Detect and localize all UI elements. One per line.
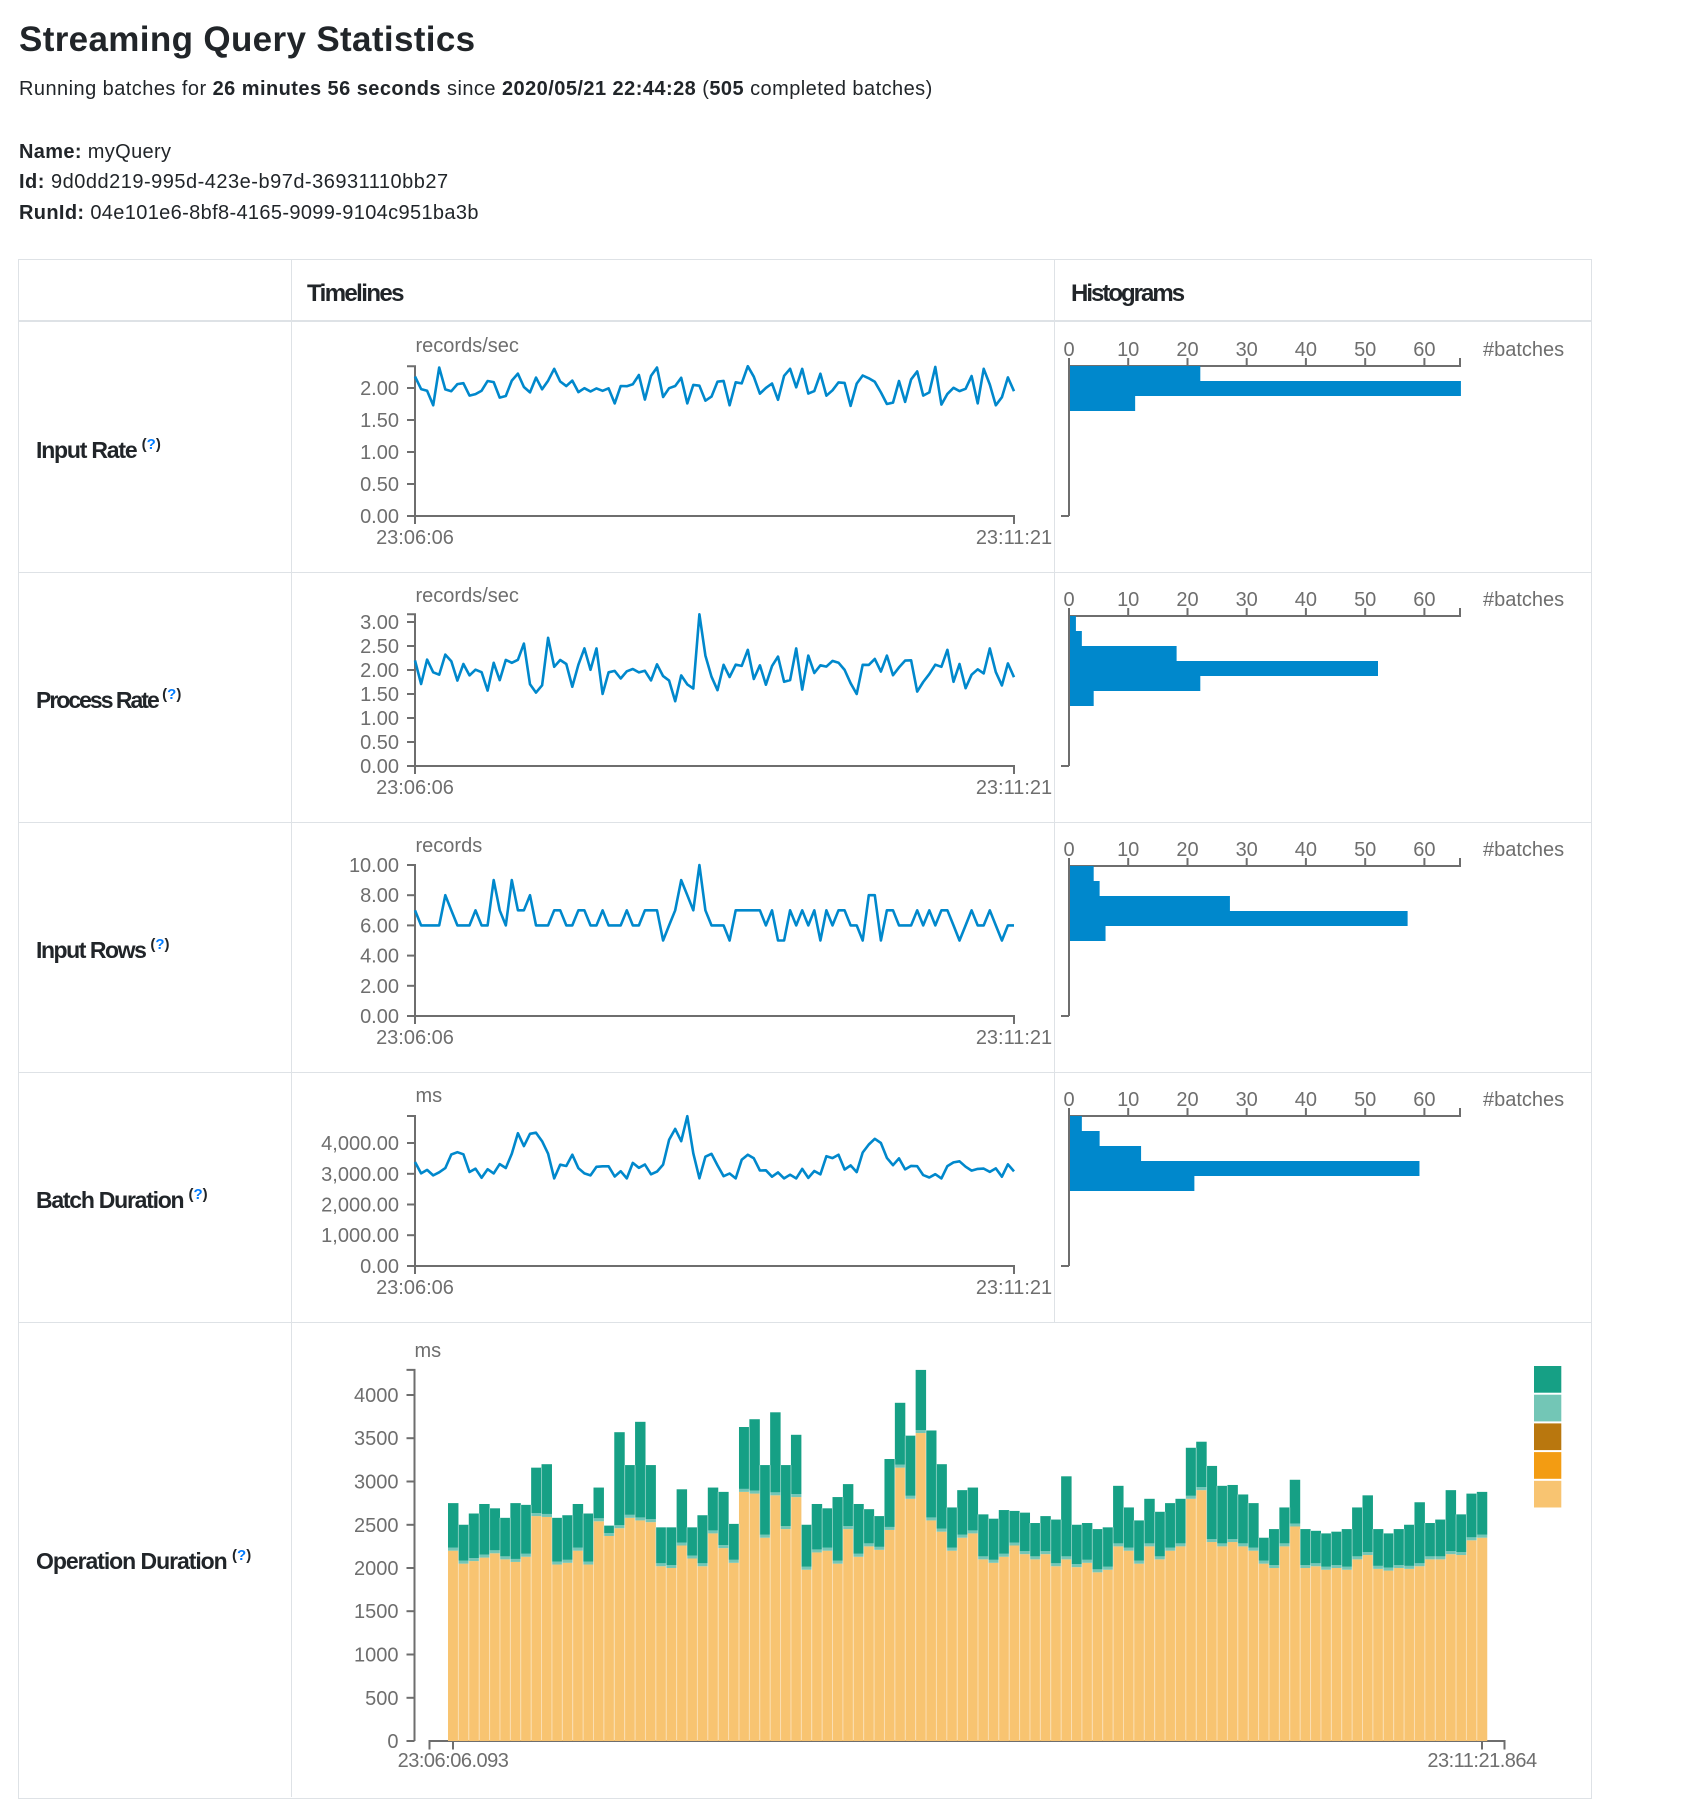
svg-text:ms: ms xyxy=(415,1340,442,1362)
svg-text:0.00: 0.00 xyxy=(360,1256,399,1278)
svg-text:23:06:06: 23:06:06 xyxy=(376,527,454,549)
svg-text:1.50: 1.50 xyxy=(360,684,399,706)
svg-text:0.00: 0.00 xyxy=(360,506,399,528)
svg-text:60: 60 xyxy=(1413,839,1435,861)
svg-text:6.00: 6.00 xyxy=(360,915,399,937)
svg-text:3.00: 3.00 xyxy=(360,612,399,634)
svg-text:0: 0 xyxy=(1063,1089,1074,1111)
svg-text:4.00: 4.00 xyxy=(360,946,399,968)
svg-text:2500: 2500 xyxy=(354,1515,399,1537)
svg-text:23:11:21: 23:11:21 xyxy=(976,527,1052,549)
svg-text:8.00: 8.00 xyxy=(360,885,399,907)
svg-text:0: 0 xyxy=(1063,839,1074,861)
svg-text:60: 60 xyxy=(1413,589,1435,611)
svg-text:20: 20 xyxy=(1176,839,1198,861)
svg-text:3500: 3500 xyxy=(354,1428,399,1450)
svg-text:4000: 4000 xyxy=(354,1385,399,1407)
svg-text:2.00: 2.00 xyxy=(360,378,399,400)
svg-text:0.50: 0.50 xyxy=(360,474,399,496)
svg-text:0.00: 0.00 xyxy=(360,1006,399,1028)
svg-text:30: 30 xyxy=(1236,1089,1258,1111)
svg-text:40: 40 xyxy=(1295,1089,1317,1111)
svg-text:#batches: #batches xyxy=(1483,839,1564,861)
svg-text:2,000.00: 2,000.00 xyxy=(321,1195,399,1217)
svg-text:500: 500 xyxy=(365,1688,398,1710)
svg-text:records: records xyxy=(416,835,483,857)
svg-text:#batches: #batches xyxy=(1483,589,1564,611)
svg-text:30: 30 xyxy=(1236,339,1258,361)
svg-text:10.00: 10.00 xyxy=(349,855,399,877)
svg-text:23:11:21: 23:11:21 xyxy=(976,1027,1052,1049)
svg-text:40: 40 xyxy=(1295,839,1317,861)
svg-text:10: 10 xyxy=(1117,339,1139,361)
svg-text:10: 10 xyxy=(1117,1089,1139,1111)
svg-text:0: 0 xyxy=(387,1731,398,1753)
svg-text:2.00: 2.00 xyxy=(360,660,399,682)
svg-text:50: 50 xyxy=(1354,839,1376,861)
svg-text:23:06:06: 23:06:06 xyxy=(376,777,454,799)
svg-text:60: 60 xyxy=(1413,339,1435,361)
svg-text:1.00: 1.00 xyxy=(360,708,399,730)
svg-text:2000: 2000 xyxy=(354,1558,399,1580)
svg-text:50: 50 xyxy=(1354,589,1376,611)
svg-text:1.50: 1.50 xyxy=(360,410,399,432)
svg-text:0: 0 xyxy=(1063,589,1074,611)
svg-text:4,000.00: 4,000.00 xyxy=(321,1133,399,1155)
svg-text:#batches: #batches xyxy=(1483,1089,1564,1111)
svg-text:60: 60 xyxy=(1413,1089,1435,1111)
svg-text:2.00: 2.00 xyxy=(360,976,399,998)
svg-text:3000: 3000 xyxy=(354,1472,399,1494)
svg-text:#batches: #batches xyxy=(1483,339,1564,361)
svg-text:40: 40 xyxy=(1295,339,1317,361)
svg-text:1500: 1500 xyxy=(354,1601,399,1623)
svg-text:ms: ms xyxy=(416,1085,443,1107)
svg-text:records/sec: records/sec xyxy=(416,585,519,607)
svg-text:23:11:21.864: 23:11:21.864 xyxy=(1427,1750,1537,1772)
svg-text:23:06:06: 23:06:06 xyxy=(376,1277,454,1299)
svg-text:23:11:21: 23:11:21 xyxy=(976,777,1052,799)
svg-text:23:06:06.093: 23:06:06.093 xyxy=(398,1750,509,1772)
svg-text:40: 40 xyxy=(1295,589,1317,611)
svg-text:10: 10 xyxy=(1117,589,1139,611)
svg-text:30: 30 xyxy=(1236,839,1258,861)
svg-text:20: 20 xyxy=(1176,1089,1198,1111)
svg-text:0: 0 xyxy=(1063,339,1074,361)
svg-text:20: 20 xyxy=(1176,339,1198,361)
svg-text:0.00: 0.00 xyxy=(360,756,399,778)
svg-text:2.50: 2.50 xyxy=(360,636,399,658)
svg-text:records/sec: records/sec xyxy=(416,335,519,357)
svg-text:23:06:06: 23:06:06 xyxy=(376,1027,454,1049)
svg-text:1000: 1000 xyxy=(354,1645,399,1667)
svg-text:50: 50 xyxy=(1354,339,1376,361)
svg-text:23:11:21: 23:11:21 xyxy=(976,1277,1052,1299)
svg-text:3,000.00: 3,000.00 xyxy=(321,1164,399,1186)
svg-text:50: 50 xyxy=(1354,1089,1376,1111)
svg-text:10: 10 xyxy=(1117,839,1139,861)
svg-text:1,000.00: 1,000.00 xyxy=(321,1225,399,1247)
svg-text:20: 20 xyxy=(1176,589,1198,611)
svg-text:0.50: 0.50 xyxy=(360,732,399,754)
svg-text:1.00: 1.00 xyxy=(360,442,399,464)
svg-text:30: 30 xyxy=(1236,589,1258,611)
